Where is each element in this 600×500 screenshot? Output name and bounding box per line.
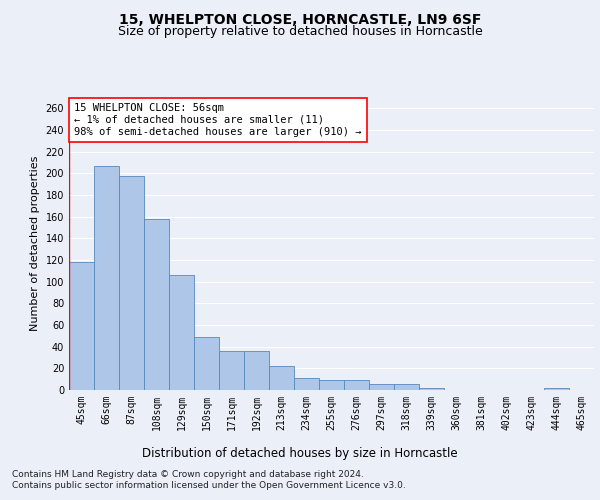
Y-axis label: Number of detached properties: Number of detached properties	[30, 156, 40, 332]
Bar	[69, 262, 94, 390]
Bar	[194, 337, 219, 390]
Text: 15 WHELPTON CLOSE: 56sqm
← 1% of detached houses are smaller (11)
98% of semi-de: 15 WHELPTON CLOSE: 56sqm ← 1% of detache…	[74, 104, 362, 136]
Bar	[394, 384, 419, 390]
Text: Distribution of detached houses by size in Horncastle: Distribution of detached houses by size …	[142, 448, 458, 460]
Text: Contains HM Land Registry data © Crown copyright and database right 2024.: Contains HM Land Registry data © Crown c…	[12, 470, 364, 479]
Bar	[419, 388, 444, 390]
Bar	[144, 219, 169, 390]
Bar	[344, 380, 369, 390]
Bar	[294, 378, 319, 390]
Text: Size of property relative to detached houses in Horncastle: Size of property relative to detached ho…	[118, 25, 482, 38]
Bar	[369, 384, 394, 390]
Bar	[269, 366, 294, 390]
Bar	[319, 380, 344, 390]
Bar	[94, 166, 119, 390]
Bar	[119, 176, 144, 390]
Bar	[169, 275, 194, 390]
Text: 15, WHELPTON CLOSE, HORNCASTLE, LN9 6SF: 15, WHELPTON CLOSE, HORNCASTLE, LN9 6SF	[119, 12, 481, 26]
Text: Contains public sector information licensed under the Open Government Licence v3: Contains public sector information licen…	[12, 481, 406, 490]
Bar	[219, 351, 244, 390]
Bar	[244, 351, 269, 390]
Bar	[544, 388, 569, 390]
